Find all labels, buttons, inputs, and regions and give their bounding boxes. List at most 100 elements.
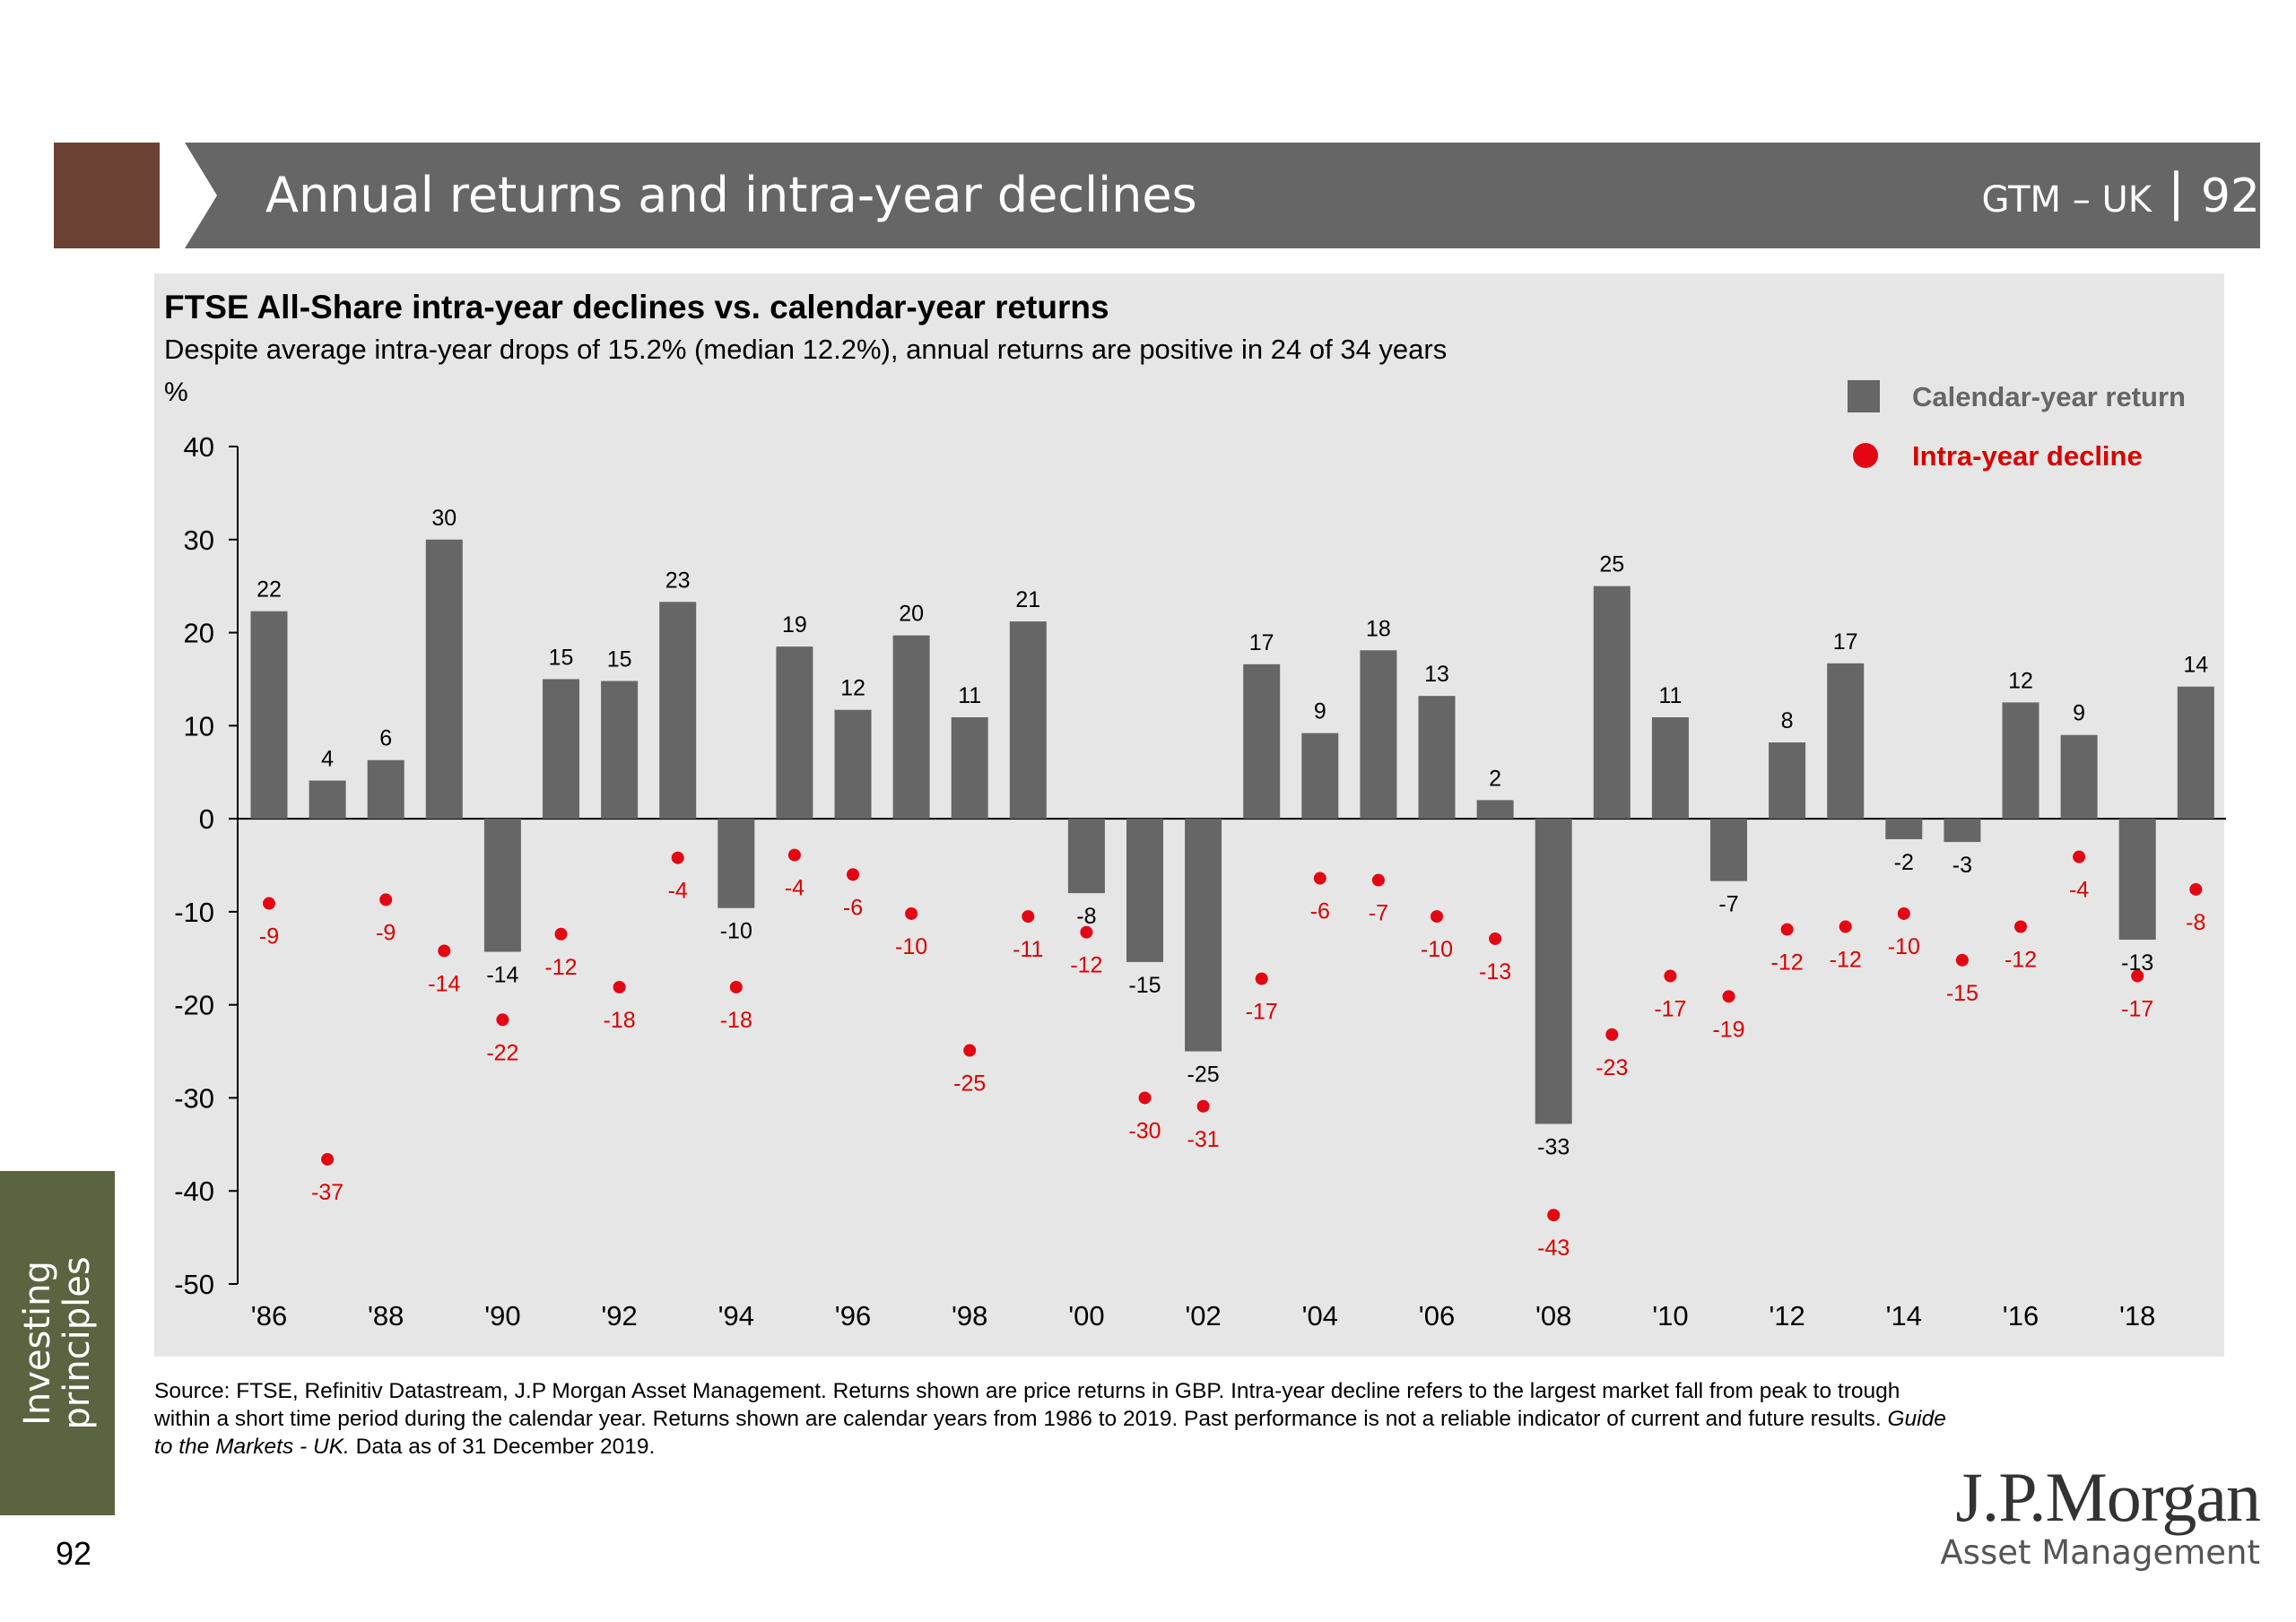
legend-bar-swatch <box>1848 380 1880 412</box>
return-label: -15 <box>1128 973 1161 998</box>
return-bar <box>1593 585 1631 820</box>
header-separator: | <box>2167 163 2185 221</box>
return-label: 9 <box>2073 701 2085 726</box>
y-tick-label: 20 <box>184 618 214 649</box>
decline-dot <box>1955 953 1969 967</box>
decline-dot <box>905 906 918 920</box>
section-tab-line1: Investing <box>17 1261 58 1426</box>
return-bar <box>483 819 521 952</box>
decline-dot <box>1605 1028 1619 1041</box>
decline-dot <box>613 980 626 993</box>
return-bar <box>1185 819 1222 1052</box>
decline-dot <box>1489 932 1502 945</box>
return-label: -8 <box>1076 904 1096 929</box>
y-tick-label: -10 <box>174 897 214 928</box>
return-label: 9 <box>1314 699 1326 724</box>
decline-label: -12 <box>1830 947 1862 972</box>
return-label: 11 <box>958 683 981 708</box>
decline-dot <box>496 1013 509 1027</box>
decline-dot <box>1897 906 1910 920</box>
x-tick-label: '98 <box>952 1300 987 1331</box>
legend-dot-label: Intra-year decline <box>1912 440 2143 472</box>
decline-dot <box>1196 1099 1210 1113</box>
decline-label: -31 <box>1187 1127 1220 1152</box>
section-tab-line2: principles <box>57 1256 98 1430</box>
return-bar <box>1885 819 1923 839</box>
return-bar <box>1710 819 1747 881</box>
decline-label: -25 <box>953 1071 986 1097</box>
decline-dot <box>2131 969 2144 983</box>
return-bar <box>2118 819 2156 941</box>
return-label: 15 <box>549 645 574 670</box>
decline-label: -4 <box>668 879 688 904</box>
return-label: 17 <box>1249 630 1274 655</box>
return-bar <box>1126 819 1163 962</box>
decline-label: -4 <box>785 876 804 901</box>
decline-label: -30 <box>1128 1118 1161 1143</box>
decline-label: -37 <box>311 1180 344 1205</box>
decline-label: -18 <box>604 1008 636 1033</box>
decline-label: -4 <box>2069 878 2089 903</box>
header-page-number: 92 <box>2200 169 2260 223</box>
return-bar <box>1418 696 1456 820</box>
decline-dot <box>1547 1209 1561 1222</box>
return-bar <box>543 679 579 820</box>
decline-label: -7 <box>1369 901 1388 926</box>
return-label: 25 <box>1599 552 1624 577</box>
return-bar <box>309 780 346 820</box>
return-label: 30 <box>431 506 457 531</box>
decline-dot <box>438 944 451 958</box>
decline-label: -19 <box>1712 1017 1744 1042</box>
logo-name: J.P.Morgan <box>1955 1458 2261 1536</box>
return-bar <box>718 819 755 908</box>
decline-label: -13 <box>1479 959 1511 984</box>
source-note: Source: FTSE, Refinitiv Datastream, J.P … <box>154 1377 1948 1461</box>
return-label: 15 <box>607 647 632 672</box>
decline-label: -9 <box>259 924 279 950</box>
return-bar <box>1944 819 1981 843</box>
decline-dot <box>1722 990 1735 1003</box>
return-label: -33 <box>1537 1135 1570 1160</box>
return-bar <box>1009 621 1047 820</box>
return-bar <box>1476 800 1514 820</box>
x-tick-label: '06 <box>1419 1300 1455 1331</box>
x-tick-label: '04 <box>1302 1300 1338 1331</box>
return-label: -3 <box>1952 853 1972 878</box>
x-tick-label: '16 <box>2003 1300 2039 1331</box>
decline-dot <box>554 927 568 941</box>
return-label: 13 <box>1424 662 1449 687</box>
y-tick-label: -50 <box>174 1269 214 1300</box>
decline-label: -15 <box>1946 981 1979 1006</box>
return-label: 14 <box>2183 653 2208 678</box>
decline-dot <box>2014 920 2027 933</box>
decline-label: -12 <box>544 955 577 980</box>
x-tick-label: '12 <box>1769 1300 1805 1331</box>
return-label: 12 <box>840 676 865 701</box>
decline-dot <box>321 1152 335 1166</box>
x-tick-label: '94 <box>718 1300 754 1331</box>
chart-title: FTSE All-Share intra-year declines vs. c… <box>164 289 1109 325</box>
decline-dot <box>2189 882 2203 896</box>
logo-subtitle: Asset Management <box>1940 1533 2260 1572</box>
decline-dot <box>1022 910 1035 924</box>
return-bar <box>776 646 813 820</box>
y-tick-label: 30 <box>184 525 214 556</box>
x-tick-label: '00 <box>1068 1300 1104 1331</box>
decline-dot <box>1839 920 1852 933</box>
source-italic: Guide to the Markets - UK. <box>154 1407 1946 1459</box>
legend-bar-label: Calendar-year return <box>1912 381 2186 412</box>
decline-dot <box>847 868 859 881</box>
return-label: 22 <box>257 577 282 603</box>
return-label: 18 <box>1366 616 1391 641</box>
y-tick-label: 0 <box>199 803 214 835</box>
decline-label: -43 <box>1537 1236 1570 1261</box>
chart-subtitle: Despite average intra-year drops of 15.2… <box>164 334 1448 365</box>
decline-dot <box>263 897 275 910</box>
return-bar <box>659 602 697 820</box>
decline-dot <box>729 980 743 993</box>
y-tick-label: -30 <box>174 1082 214 1114</box>
decline-label: -12 <box>1070 953 1102 978</box>
return-bar <box>250 611 288 820</box>
decline-label: -23 <box>1596 1055 1628 1080</box>
